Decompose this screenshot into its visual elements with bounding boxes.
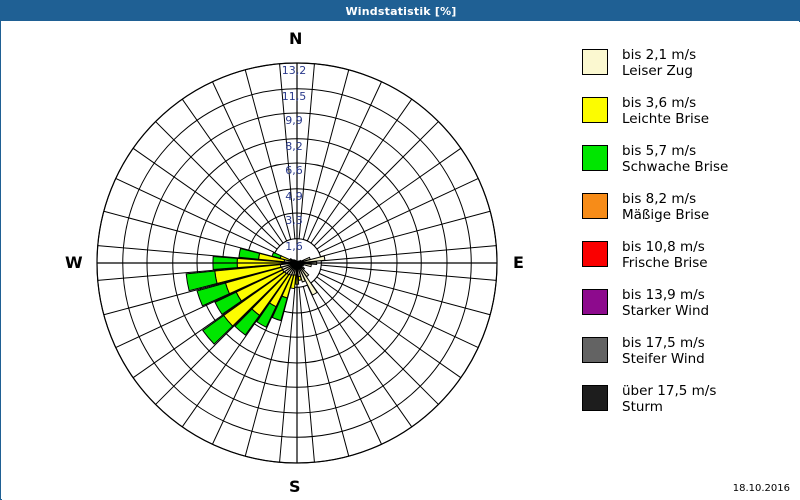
- radial-tick-label: 3,3: [285, 214, 303, 227]
- window-title-bar: Windstatistik [%]: [1, 1, 800, 21]
- legend-beaufort-name: Mäßige Brise: [622, 207, 710, 223]
- legend-label: bis 17,5 m/s Steifer Wind: [622, 335, 705, 367]
- legend-beaufort-name: Leiser Zug: [622, 63, 693, 79]
- window-title: Windstatistik [%]: [345, 4, 457, 18]
- legend-label: bis 13,9 m/s Starker Wind: [622, 287, 709, 319]
- legend-color-swatch: [582, 385, 608, 411]
- legend-beaufort-name: Starker Wind: [622, 303, 710, 319]
- legend-speed-range: bis 10,8 m/s: [622, 239, 705, 255]
- legend-speed-range: bis 3,6 m/s: [622, 95, 697, 111]
- legend-color-swatch: [582, 289, 608, 315]
- legend-label: bis 3,6 m/s Leichte Brise: [622, 95, 709, 127]
- legend-beaufort-name: Leichte Brise: [622, 111, 710, 127]
- legend-speed-range: bis 17,5 m/s: [622, 335, 705, 351]
- legend-color-swatch: [582, 145, 608, 171]
- chart-legend: bis 2,1 m/s Leiser Zug bis 3,6 m/s Leichte …: [582, 47, 797, 431]
- legend-speed-range: bis 5,7 m/s: [622, 143, 697, 159]
- polar-axis-lines: [96, 62, 498, 464]
- compass-label-west: W: [65, 253, 83, 272]
- legend-color-swatch: [582, 49, 608, 75]
- radial-tick-label: 1,6: [285, 240, 303, 253]
- radial-tick-label: 6,6: [285, 164, 303, 177]
- legend-item: bis 5,7 m/s Schwache Brise: [582, 143, 797, 185]
- legend-speed-range: über 17,5 m/s: [622, 383, 717, 399]
- legend-item: bis 13,9 m/s Starker Wind: [582, 287, 797, 329]
- legend-speed-range: bis 13,9 m/s: [622, 287, 705, 303]
- legend-label: bis 8,2 m/s Mäßige Brise: [622, 191, 709, 223]
- legend-speed-range: bis 8,2 m/s: [622, 191, 697, 207]
- legend-label: bis 5,7 m/s Schwache Brise: [622, 143, 728, 175]
- legend-label: über 17,5 m/s Sturm: [622, 383, 716, 415]
- compass-label-east: E: [513, 253, 524, 272]
- wind-rose-chart: 1,6 3,3 4,9 6,6 8,2 9,9 11,5 13,2: [96, 62, 498, 464]
- legend-item: bis 8,2 m/s Mäßige Brise: [582, 191, 797, 233]
- legend-speed-range: bis 2,1 m/s: [622, 47, 697, 63]
- radial-tick-label: 8,2: [285, 140, 303, 153]
- chart-plot-area: 1,6 3,3 4,9 6,6 8,2 9,9 11,5 13,2 N E S W bis 2…: [2, 22, 800, 500]
- legend-beaufort-name: Steifer Wind: [622, 351, 705, 367]
- radial-tick-label: 9,9: [285, 114, 303, 127]
- legend-item: bis 10,8 m/s Frische Brise: [582, 239, 797, 281]
- legend-color-swatch: [582, 241, 608, 267]
- legend-beaufort-name: Sturm: [622, 399, 663, 415]
- legend-color-swatch: [582, 337, 608, 363]
- radial-tick-label: 11,5: [282, 90, 307, 103]
- legend-item: bis 2,1 m/s Leiser Zug: [582, 47, 797, 89]
- legend-item: bis 17,5 m/s Steifer Wind: [582, 335, 797, 377]
- legend-color-swatch: [582, 193, 608, 219]
- radial-tick-label: 4,9: [285, 190, 303, 203]
- compass-label-north: N: [289, 29, 303, 48]
- compass-label-south: S: [289, 477, 301, 496]
- legend-beaufort-name: Schwache Brise: [622, 159, 729, 175]
- legend-item: über 17,5 m/s Sturm: [582, 383, 797, 425]
- date-stamp: 18.10.2016: [732, 483, 790, 494]
- legend-label: bis 2,1 m/s Leiser Zug: [622, 47, 696, 79]
- legend-color-swatch: [582, 97, 608, 123]
- radial-tick-label: 13,2: [282, 64, 307, 77]
- legend-beaufort-name: Frische Brise: [622, 255, 708, 271]
- legend-label: bis 10,8 m/s Frische Brise: [622, 239, 708, 271]
- radial-tick-labels: 1,6 3,3 4,9 6,6 8,2 9,9 11,5 13,2: [282, 64, 307, 253]
- legend-item: bis 3,6 m/s Leichte Brise: [582, 95, 797, 137]
